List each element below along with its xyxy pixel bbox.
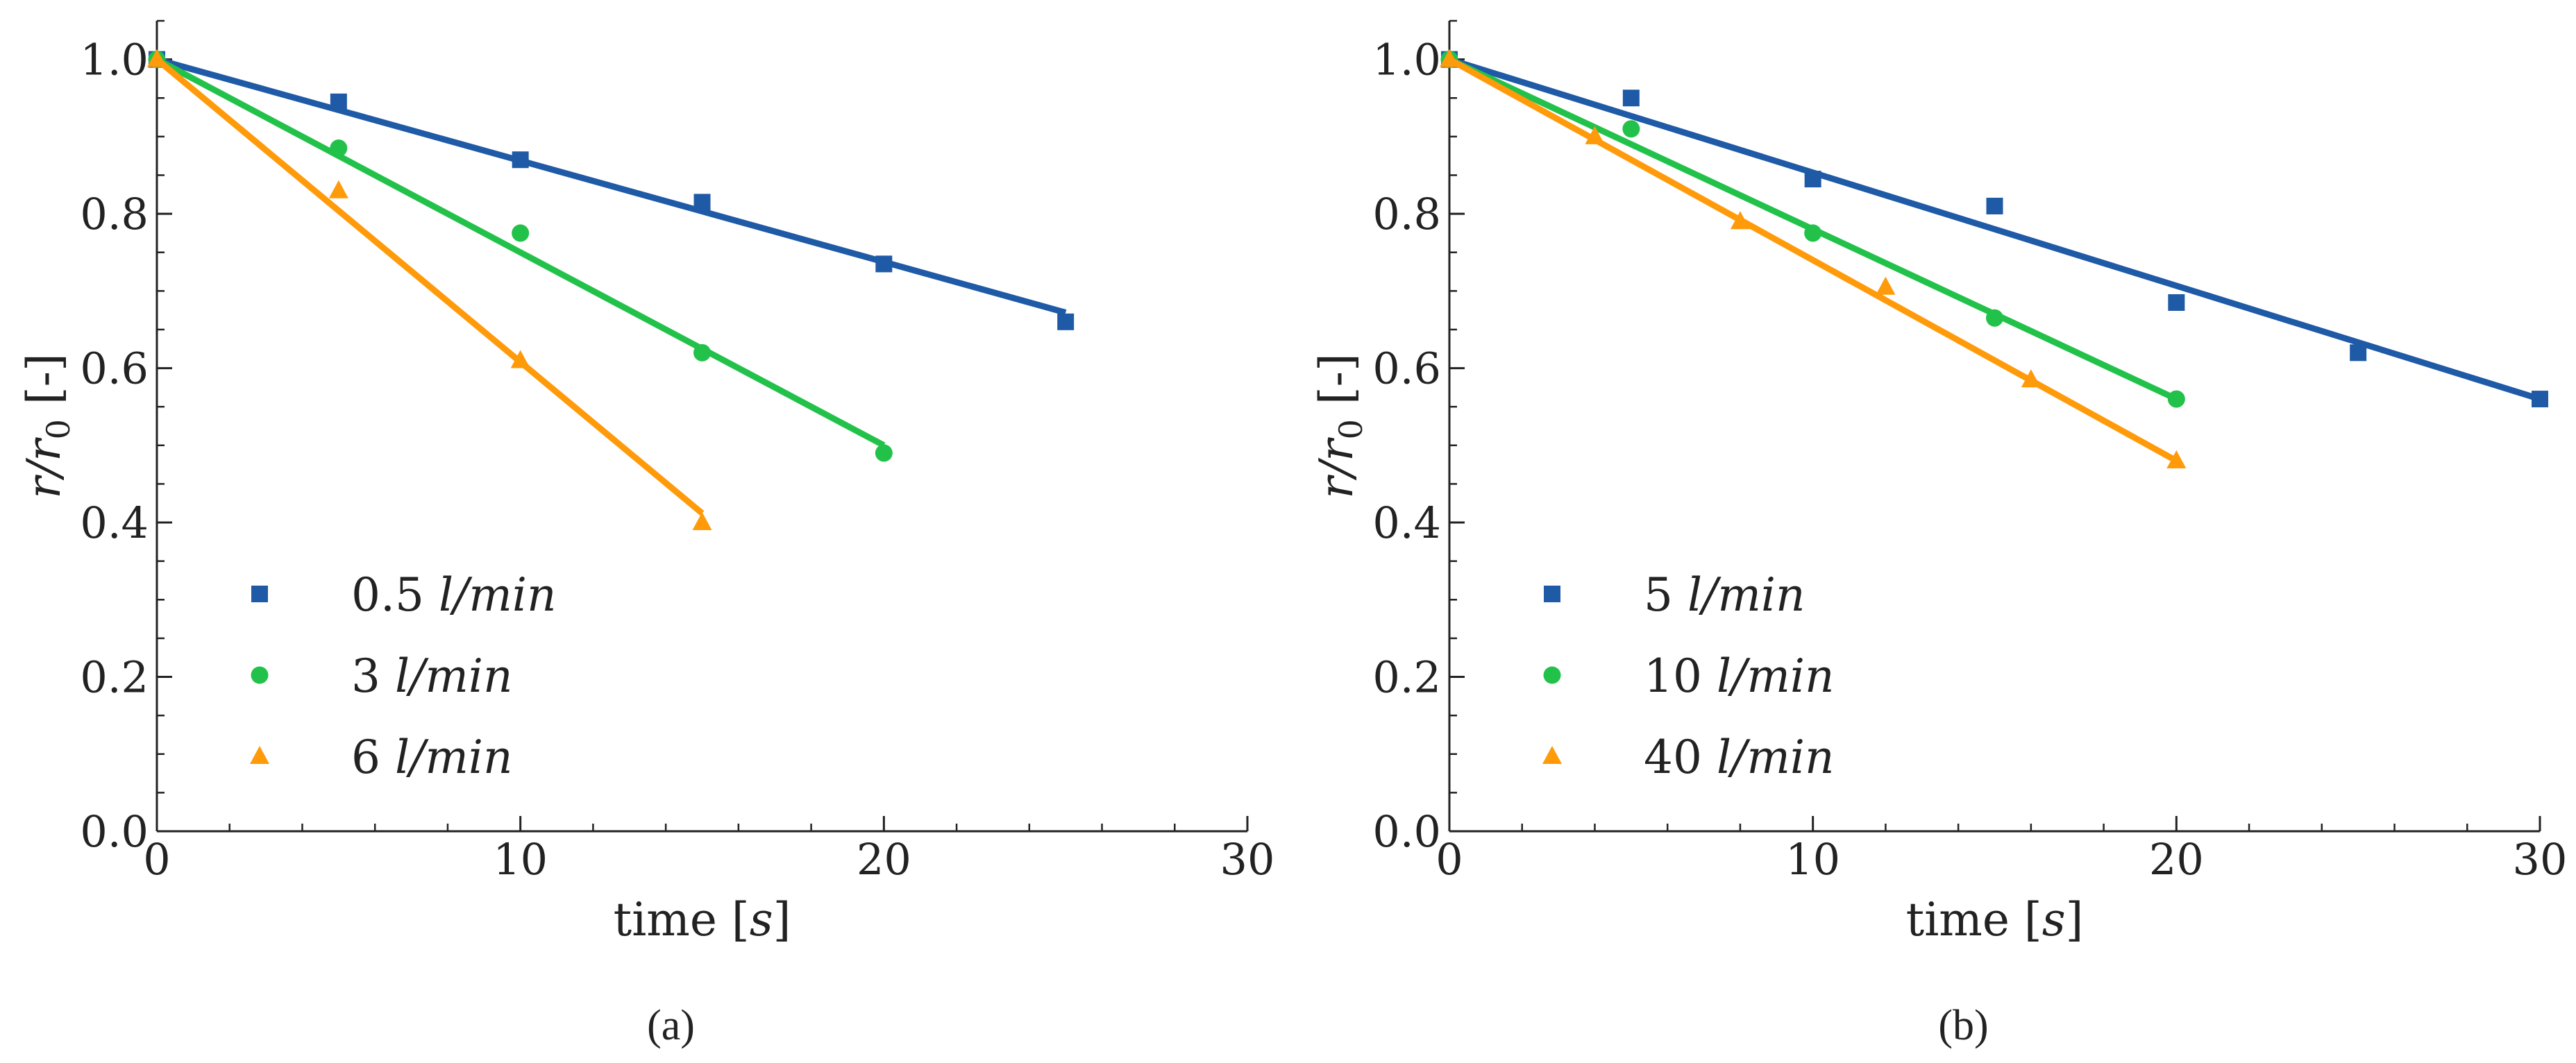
y-tick-label: 0.6 [1372, 343, 1441, 394]
y-tick-label: 0.0 [1372, 806, 1441, 857]
y-axis-label: r/r0 [-] [1310, 353, 1370, 498]
legend-label: 10 l/min [1644, 649, 1835, 703]
fit-line-0-5-l-min [155, 56, 1067, 316]
data-point-5-l-min [1622, 90, 1640, 107]
y-tick-label: 0.2 [1372, 652, 1441, 703]
x-tick-label: 0 [143, 834, 170, 885]
data-point-0-5-l-min [1057, 313, 1075, 330]
data-point-0-5-l-min [330, 93, 347, 110]
data-point-5-l-min [1986, 197, 2003, 214]
x-axis-label: time [s] [614, 893, 791, 946]
data-point-0-5-l-min [875, 255, 893, 273]
panel-a: 0 10 20 30 0.0 0.2 0.4 0.6 0.8 1.0 time [s] r/r0 [-… [17, 19, 1275, 1049]
x-tick-label: 20 [857, 834, 911, 885]
data-point-6-l-min [147, 49, 167, 67]
fit-line-6-l-min [155, 57, 705, 516]
data-point-40-l-min [1440, 49, 1459, 67]
data-point-0-5-l-min [693, 194, 711, 211]
data-point-5-l-min [2350, 344, 2367, 362]
y-tick-label: 0.6 [80, 343, 149, 394]
data-point-6-l-min [692, 512, 712, 531]
x-tick-label: 10 [493, 834, 548, 885]
data-point-3-l-min [330, 139, 348, 158]
legend-marker [250, 746, 269, 764]
data-point-3-l-min [875, 444, 893, 462]
data-point-10-l-min [1986, 309, 2003, 327]
legend-label: 5 l/min [1644, 568, 1805, 622]
data-point-40-l-min [2166, 450, 2187, 469]
x-axis-label: time [s] [1906, 893, 2084, 946]
legend-marker [1542, 746, 1562, 764]
data-point-40-l-min [1876, 276, 1896, 295]
legend-marker [1543, 666, 1561, 684]
data-point-6-l-min [510, 350, 530, 368]
data-point-5-l-min [2532, 391, 2548, 408]
y-tick-label: 0.8 [1372, 189, 1441, 239]
y-tick-label: 0.2 [80, 652, 149, 703]
y-axis-label: r/r0 [-] [17, 353, 77, 498]
y-tick-label: 0.8 [80, 189, 149, 239]
legend-label: 40 l/min [1644, 731, 1835, 784]
data-point-10-l-min [2167, 390, 2185, 408]
x-tick-label: 30 [2513, 834, 2568, 885]
panel-label: (b) [1938, 1002, 1988, 1049]
data-point-3-l-min [512, 224, 530, 242]
fit-line-3-l-min [155, 56, 886, 448]
y-tick-label: 0.4 [80, 498, 149, 548]
y-tick-label: 0.4 [1372, 498, 1441, 548]
legend-label: 6 l/min [351, 731, 513, 784]
panel-b: 0 10 20 30 0.0 0.2 0.4 0.6 0.8 1.0 time [s] r/r0 [-… [1310, 19, 2568, 1049]
legend-marker [251, 586, 268, 602]
x-tick-label: 20 [2149, 834, 2204, 885]
legend-label: 0.5 l/min [351, 568, 557, 622]
legend-label: 3 l/min [351, 649, 513, 703]
data-point-0-5-l-min [512, 151, 529, 169]
data-point-40-l-min [1730, 211, 1750, 230]
data-point-10-l-min [1804, 224, 1822, 242]
data-point-5-l-min [1804, 171, 1821, 188]
y-tick-label: 1.0 [80, 35, 149, 85]
panel-label: (a) [647, 1002, 695, 1049]
fit-line-40-l-min [1447, 56, 2178, 464]
data-point-6-l-min [328, 180, 348, 198]
y-tick-label: 1.0 [1372, 35, 1441, 85]
x-tick-label: 10 [1785, 834, 1840, 885]
data-point-5-l-min [2168, 294, 2185, 312]
legend-marker [251, 666, 269, 684]
fit-line-5-l-min [1448, 56, 2541, 402]
y-tick-label: 0.0 [80, 806, 149, 857]
data-point-40-l-min [2021, 369, 2041, 388]
legend-marker [1544, 586, 1560, 602]
data-point-3-l-min [693, 343, 711, 362]
data-point-40-l-min [1585, 126, 1605, 144]
x-tick-label: 0 [1436, 834, 1463, 885]
data-point-10-l-min [1622, 120, 1640, 138]
x-tick-label: 30 [1220, 834, 1275, 885]
